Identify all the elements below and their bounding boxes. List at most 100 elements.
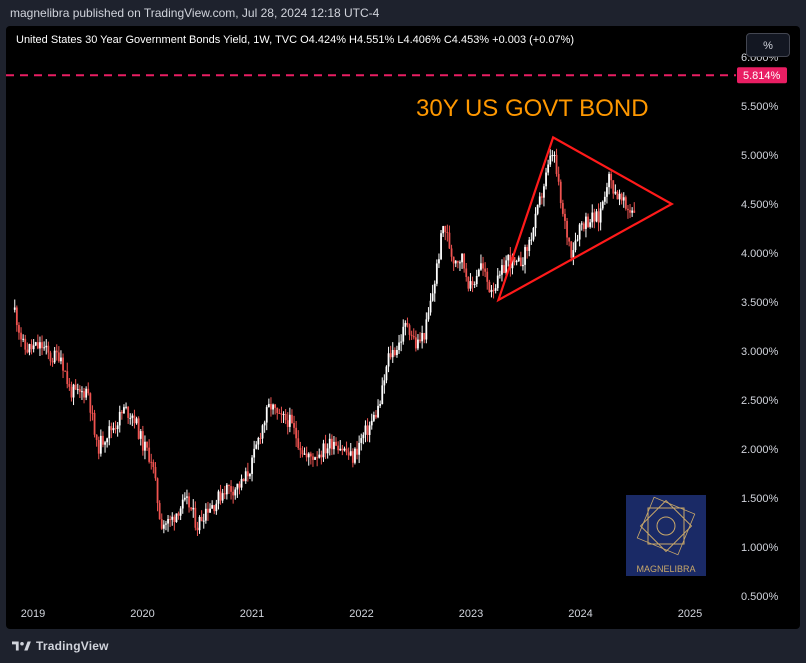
- candle-body-96: [215, 503, 218, 512]
- candle-body-202: [438, 259, 440, 264]
- x-tick-label-3: 2022: [349, 608, 373, 620]
- candle-body-125: [276, 407, 279, 413]
- candle-body-158: [345, 448, 348, 453]
- candle-body-274: [589, 222, 592, 227]
- candle-body-235: [507, 255, 510, 261]
- candle-body-276: [593, 212, 596, 222]
- candle-body-133: [293, 423, 295, 428]
- y-tick-label-3: 2.000%: [741, 444, 779, 456]
- candle-body-8: [30, 344, 33, 350]
- magnelibra-logo[interactable]: MAGNELIBRA: [626, 495, 706, 576]
- candle-body-141: [309, 453, 312, 457]
- candle-body-147: [322, 443, 325, 458]
- candle-body-282: [606, 187, 608, 197]
- candle-body-278: [597, 211, 600, 223]
- candle-body-27: [70, 386, 73, 398]
- candle-body-7: [28, 344, 31, 353]
- candle-body-117: [259, 437, 262, 439]
- candle-body-189: [410, 334, 413, 336]
- candle-body-233: [503, 265, 505, 273]
- candle-body-148: [324, 443, 327, 454]
- candle-body-109: [242, 478, 245, 482]
- candle-body-16: [47, 345, 50, 353]
- candle-body-46: [110, 426, 113, 431]
- candle-body-119: [263, 422, 266, 426]
- candle-body-199: [431, 293, 434, 301]
- candle-body-192: [417, 339, 419, 349]
- candle-body-69: [158, 503, 161, 520]
- tradingview-brand[interactable]: TradingView: [36, 639, 109, 653]
- candle-body-108: [240, 478, 243, 488]
- candle-body-149: [326, 448, 329, 454]
- candle-body-66: [152, 462, 155, 468]
- candle-body-121: [267, 403, 270, 408]
- candle-body-56: [131, 415, 134, 418]
- candles: [13, 148, 636, 537]
- candle-body-100: [223, 493, 226, 495]
- candle-body-150: [328, 438, 331, 449]
- candle-body-84: [190, 507, 193, 510]
- symbol-legend[interactable]: United States 30 Year Government Bonds Y…: [16, 34, 575, 46]
- candle-body-137: [301, 450, 304, 455]
- candle-body-126: [278, 412, 281, 414]
- price-chart[interactable]: 30Y US GOVT BOND 0.500% 1.000% 1.500% 2.000%…: [6, 26, 800, 629]
- candle-body-212: [459, 262, 461, 264]
- candle-body-215: [465, 268, 468, 278]
- candle-body-179: [389, 353, 392, 358]
- candle-body-263: [566, 220, 568, 238]
- candle-body-54: [127, 406, 130, 418]
- candle-body-65: [150, 461, 153, 463]
- candle-body-19: [53, 350, 56, 363]
- x-tick-label-2: 2021: [240, 608, 264, 620]
- candle-body-57: [133, 415, 136, 424]
- candle-body-127: [280, 413, 283, 415]
- candle-body-188: [408, 325, 411, 335]
- candle-body-207: [448, 232, 451, 249]
- candle-body-78: [177, 513, 180, 516]
- chart-frame[interactable]: 30Y US GOVT BOND 0.500% 1.000% 1.500% 2.000%…: [6, 26, 800, 629]
- candle-body-195: [423, 332, 426, 340]
- candle-body-155: [339, 448, 342, 451]
- candle-body-204: [442, 226, 445, 234]
- candle-body-176: [383, 380, 386, 386]
- candle-body-279: [599, 208, 602, 223]
- candle-body-256: [551, 155, 554, 157]
- publish-bar: magnelibra published on TradingView.com,…: [0, 0, 806, 26]
- candle-body-163: [356, 448, 358, 455]
- candle-body-221: [477, 269, 480, 276]
- candle-body-261: [561, 203, 564, 214]
- candle-body-258: [555, 154, 558, 174]
- logo-square-b: [639, 499, 693, 553]
- candle-body-128: [282, 413, 285, 415]
- triangle-annotation: [496, 135, 675, 303]
- candle-body-288: [618, 193, 621, 200]
- candle-body-250: [538, 196, 541, 205]
- candle-body-5: [24, 338, 27, 350]
- tradingview-logo-icon[interactable]: [12, 640, 32, 652]
- candle-body-83: [188, 496, 190, 508]
- candle-body-175: [381, 385, 384, 405]
- candle-body-1: [15, 307, 18, 326]
- candle-body-70: [160, 519, 163, 529]
- candle-body-194: [421, 332, 424, 342]
- y-tick-label-4: 2.500%: [741, 395, 779, 407]
- candle-body-103: [230, 486, 232, 492]
- candle-body-231: [498, 274, 501, 276]
- level-price-badge: [737, 67, 787, 84]
- candle-body-144: [316, 457, 319, 459]
- candle-body-184: [400, 341, 403, 343]
- candle-body-143: [314, 457, 316, 460]
- candle-body-254: [547, 164, 550, 173]
- candle-body-90: [202, 520, 205, 522]
- candle-body-107: [238, 483, 241, 488]
- candle-body-106: [236, 483, 239, 490]
- candle-body-25: [66, 371, 69, 384]
- candle-body-284: [610, 173, 613, 181]
- candle-body-0: [13, 307, 16, 310]
- candle-body-97: [217, 491, 220, 504]
- percent-scale-button[interactable]: %: [746, 33, 790, 57]
- candle-body-63: [146, 441, 148, 448]
- candle-body-124: [274, 404, 277, 408]
- candle-body-238: [513, 257, 516, 263]
- candle-body-267: [574, 240, 577, 251]
